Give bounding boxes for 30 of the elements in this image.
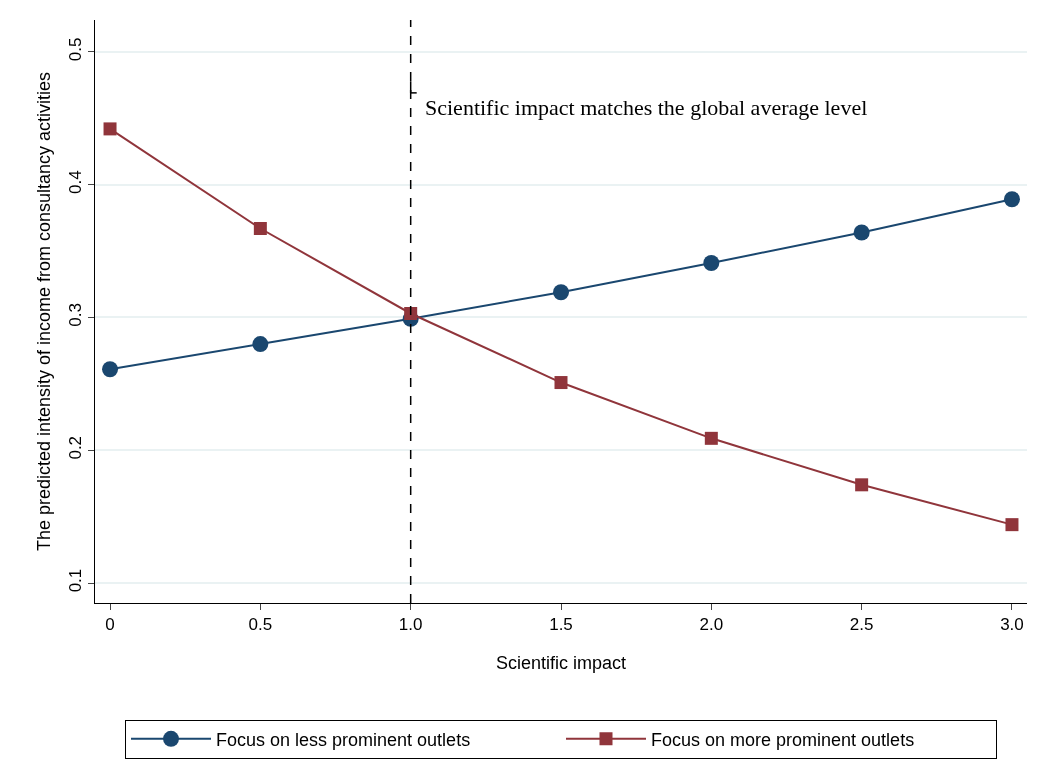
point [102, 361, 119, 378]
point [1005, 518, 1019, 532]
legend-label: Focus on more prominent outlets [651, 729, 915, 750]
y-tick-label: 0.5 [66, 37, 86, 62]
point [103, 122, 117, 136]
point [553, 284, 569, 301]
point [703, 255, 720, 272]
point [704, 431, 718, 445]
point [253, 222, 267, 235]
x-tick-label: 2.0 [699, 615, 724, 635]
point [554, 376, 568, 390]
point [855, 478, 869, 492]
point [252, 336, 269, 353]
point [853, 224, 870, 241]
y-tick-label: 0.2 [66, 435, 86, 460]
ref-line-label: Scientific impact matches the global average level [425, 95, 868, 120]
x-axis-title: Scientific impact [495, 652, 627, 673]
y-tick-label: 0.3 [66, 303, 86, 327]
x-tick-label: 3.0 [1000, 615, 1024, 635]
x-tick-label: 0.5 [248, 615, 273, 635]
x-tick-label: 1.0 [398, 615, 423, 635]
y-tick-label: 0.1 [66, 568, 86, 593]
point [404, 306, 418, 320]
point [1003, 191, 1020, 208]
y-tick-label: 0.4 [66, 170, 86, 194]
x-tick-label: 1.5 [549, 615, 573, 635]
x-tick-label: 0 [105, 615, 115, 635]
legend-label: Focus on less prominent outlets [216, 729, 471, 750]
x-tick-label: 2.5 [849, 615, 874, 635]
y-axis-title: The predicted intensity of income from consultancy activities [34, 71, 55, 552]
